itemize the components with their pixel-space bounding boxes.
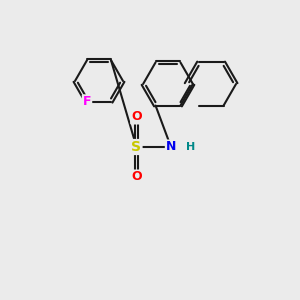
Text: F: F — [83, 95, 91, 108]
Text: H: H — [186, 142, 195, 152]
Text: N: N — [166, 140, 176, 154]
Text: S: S — [131, 140, 142, 154]
Text: O: O — [131, 110, 142, 124]
Text: O: O — [131, 170, 142, 184]
